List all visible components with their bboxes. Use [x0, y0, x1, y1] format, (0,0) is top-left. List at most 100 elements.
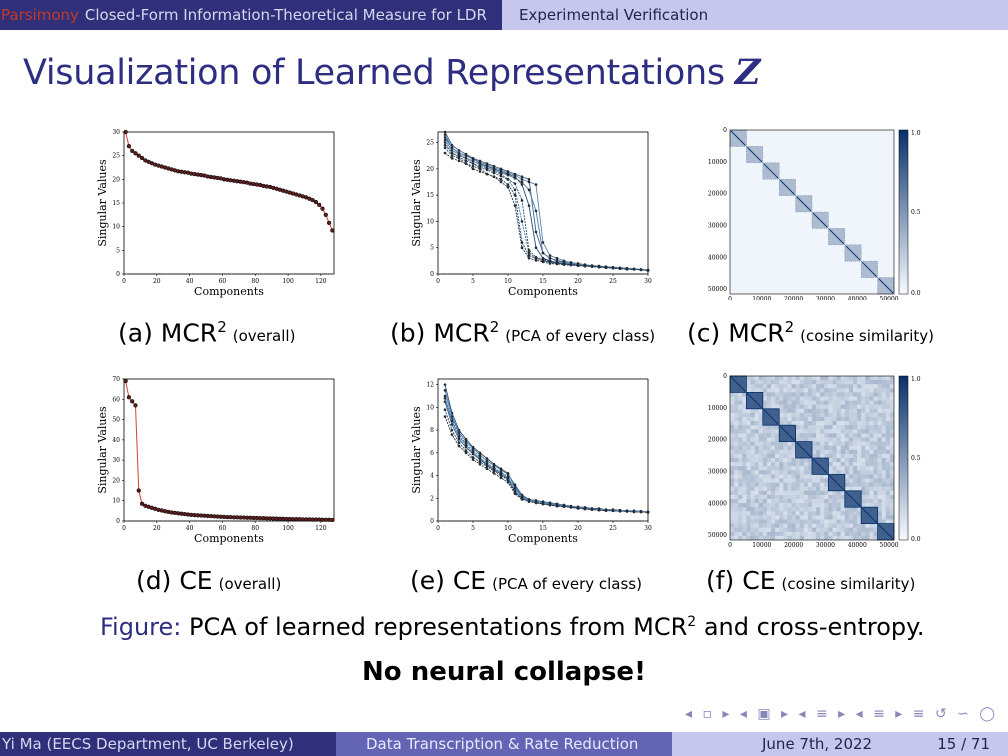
- data-point: [583, 264, 587, 267]
- heatmap-cell: [857, 535, 862, 541]
- y-tick-label: 50000: [708, 286, 727, 293]
- heatmap-cell: [771, 437, 776, 442]
- data-point: [548, 502, 552, 506]
- data-point: [506, 481, 510, 484]
- heatmap-cell: [734, 400, 739, 405]
- heatmap-cell: [738, 490, 743, 496]
- heatmap-cell: [885, 433, 891, 438]
- heatmap-cell: [730, 507, 735, 512]
- heatmap-cell: [816, 523, 821, 528]
- heatmap-cell: [857, 453, 862, 459]
- data-point: [126, 395, 132, 400]
- heatmap-cell: [816, 404, 821, 409]
- heatmap-cell: [775, 400, 780, 405]
- slide-title: Visualization of Learned Representations…: [23, 52, 760, 93]
- x-tick-label: 80: [251, 278, 259, 285]
- heatmap-cell: [791, 408, 796, 414]
- heatmap-cell: [877, 482, 882, 487]
- heatmap-cell: [853, 412, 858, 418]
- data-point: [457, 435, 461, 439]
- heatmap-cell: [775, 494, 780, 500]
- heatmap-cell: [812, 511, 817, 516]
- heatmap-cell: [807, 433, 813, 438]
- heatmap-cell: [877, 376, 882, 381]
- heatmap-cell: [758, 523, 763, 528]
- heatmap-cell: [828, 462, 833, 467]
- heatmap-cell: [738, 523, 743, 528]
- data-point: [632, 510, 636, 513]
- heatmap-cell: [853, 417, 858, 422]
- heatmap-cell: [836, 466, 841, 471]
- heatmap-cell: [783, 417, 788, 422]
- heatmap-cell: [734, 429, 739, 434]
- heatmap-cell: [857, 470, 862, 475]
- data-point: [520, 493, 524, 497]
- heatmap-cell: [832, 441, 837, 446]
- y-tick-label: 20000: [708, 437, 727, 444]
- y-tick-label: 5: [430, 245, 434, 252]
- heatmap-cell: [853, 462, 858, 467]
- heatmap-cell: [746, 453, 751, 459]
- heatmap-cell: [803, 404, 809, 409]
- heatmap-cell: [877, 425, 882, 430]
- heatmap-cell: [824, 408, 829, 414]
- heatmap-cell: [742, 458, 747, 463]
- heatmap-cell: [779, 453, 784, 459]
- heatmap-cell: [754, 384, 759, 389]
- header-left-section[interactable]: Parsimony Closed-Form Information-Theore…: [0, 0, 502, 30]
- heatmap-cell: [807, 425, 813, 430]
- data-point: [618, 509, 622, 513]
- heatmap-cell: [783, 441, 788, 446]
- heatmap-cell: [881, 404, 886, 409]
- heatmap-cell: [869, 380, 874, 385]
- heatmap-cell: [750, 433, 755, 438]
- data-point: [499, 174, 503, 178]
- heatmap-cell: [824, 412, 829, 418]
- heatmap-cell: [836, 404, 841, 409]
- heatmap-cell: [885, 412, 891, 418]
- heatmap-cell: [758, 515, 763, 520]
- heatmap-cell: [779, 523, 784, 528]
- heatmap-cell: [824, 453, 829, 459]
- heatmap-cell: [812, 412, 817, 418]
- heatmap-cell: [803, 490, 809, 496]
- heatmap-cell: [816, 441, 821, 446]
- heatmap-cell: [848, 396, 854, 401]
- navigation-symbols[interactable]: ◂ ▫ ▸ ◂ ▣ ▸ ◂ ≡ ▸ ◂ ≡ ▸ ≡ ↺ ∽ ◯: [684, 706, 998, 722]
- heatmap-cell: [791, 494, 796, 500]
- heatmap-cell: [812, 515, 817, 520]
- heatmap-cell: [836, 400, 841, 405]
- heatmap-cell: [758, 425, 763, 430]
- x-tick-label: 40: [186, 525, 194, 532]
- heatmap-cell: [783, 380, 788, 385]
- heatmap-cell: [766, 511, 772, 516]
- heatmap-cell: [828, 503, 833, 508]
- heatmap-cell: [869, 482, 874, 487]
- heatmap-cell: [803, 400, 809, 405]
- heatmap-cell: [857, 466, 862, 471]
- heatmap-cell: [885, 478, 891, 483]
- heatmap-cell: [812, 417, 817, 422]
- data-point: [443, 394, 447, 398]
- y-tick-label: 60: [112, 396, 120, 403]
- heatmap-cell: [750, 388, 755, 393]
- heatmap-cell: [766, 453, 772, 459]
- footer-talk-title[interactable]: Data Transcription & Rate Reduction: [336, 732, 672, 756]
- heatmap-cell: [791, 523, 796, 528]
- heatmap-cell: [889, 441, 895, 446]
- data-point: [464, 154, 468, 157]
- heatmap-cell: [885, 429, 891, 434]
- heatmap-cell: [873, 486, 878, 491]
- series-line: [444, 137, 649, 271]
- heatmap-cell: [750, 470, 755, 475]
- heatmap-cell: [873, 449, 878, 455]
- heatmap-cell: [812, 507, 817, 512]
- heatmap-cell: [836, 384, 841, 389]
- heatmap-cell: [807, 478, 813, 483]
- heatmap-cell: [783, 384, 788, 389]
- x-axis-label: Components: [194, 285, 264, 298]
- heatmap-cell: [869, 503, 874, 508]
- header-right-section[interactable]: Experimental Verification: [502, 0, 1008, 30]
- heatmap-cell: [877, 421, 882, 426]
- footer-author[interactable]: Yi Ma (EECS Department, UC Berkeley): [0, 732, 336, 756]
